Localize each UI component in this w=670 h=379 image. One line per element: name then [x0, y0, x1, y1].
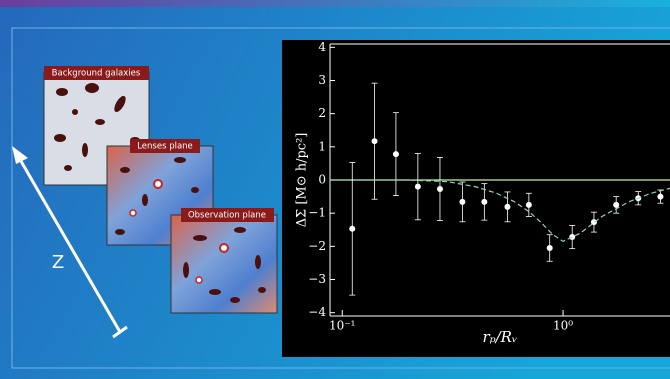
y-axis-label: ΔΣ [M⊙ h/pc²] [295, 133, 310, 228]
lens [196, 277, 202, 283]
data-point [437, 186, 443, 192]
data-point [526, 202, 532, 208]
data-point [372, 138, 378, 144]
data-point [657, 194, 663, 200]
panel-label: Lenses plane [137, 142, 193, 152]
x-tick-label: 10⁻¹ [329, 319, 355, 333]
data-point [504, 204, 510, 210]
slide: Background galaxies Lenses plane Observa… [0, 0, 670, 379]
top-bar [0, 0, 670, 7]
data-point [481, 199, 487, 205]
y-tick-label: 2 [318, 106, 326, 120]
y-tick-label: 0 [318, 173, 326, 187]
y-tick-label: 1 [318, 139, 326, 153]
data-point [459, 199, 465, 205]
axis-label: Z [52, 252, 64, 273]
data-point [415, 184, 421, 190]
chart-background [282, 40, 670, 357]
y-tick-label: 3 [318, 73, 326, 87]
y-tick-label: 4 [318, 40, 326, 54]
y-tick-label: −3 [308, 272, 326, 286]
x-tick-label: 10⁰ [553, 319, 573, 333]
lens [154, 180, 162, 188]
panel-label: Background galaxies [52, 69, 141, 79]
x-axis-label: rₚ/Rᵥ [482, 328, 517, 346]
y-tick-label: −1 [308, 206, 326, 220]
chart: ΔΣ [M⊙ h/pc²] rₚ/Rᵥ −4 −3 −2 −1 0 1 2 3 4 10⁻¹ 10⁰ [282, 40, 670, 357]
data-point [547, 245, 553, 251]
y-tick-label: −2 [308, 239, 326, 253]
data-point [393, 151, 399, 157]
lens [220, 244, 228, 252]
data-point [349, 226, 355, 232]
panel-label: Observation plane [188, 211, 266, 221]
y-tick-label: −4 [308, 305, 326, 319]
lens [130, 210, 136, 216]
